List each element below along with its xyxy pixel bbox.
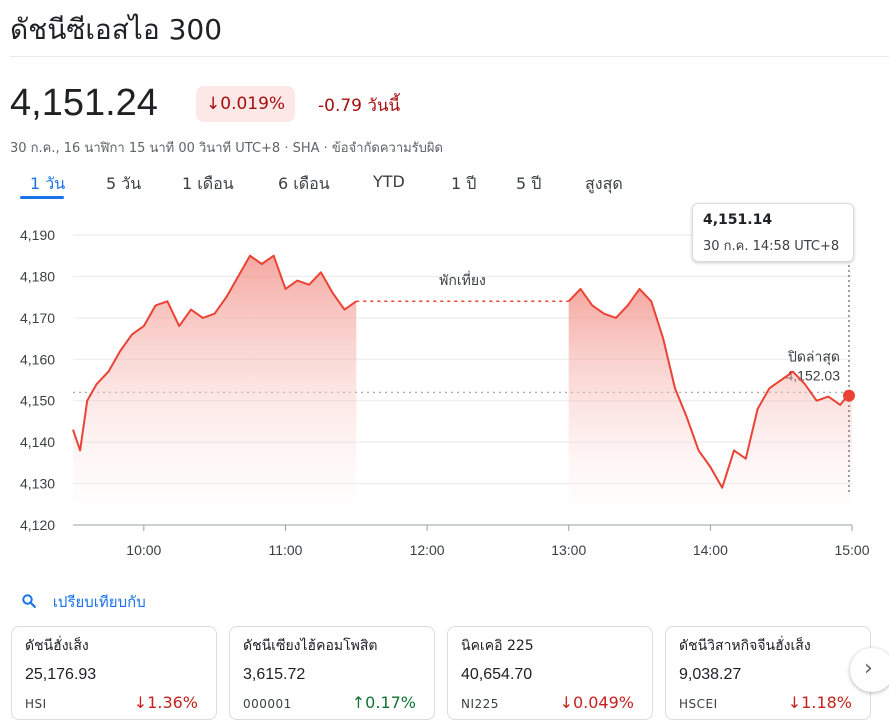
morning-series-line	[72, 254, 357, 452]
x-tick-label: 14:00	[693, 542, 728, 558]
card-change-value: 0.17%	[365, 693, 416, 712]
y-tick-label: 4,120	[20, 517, 55, 533]
afternoon-series-area	[568, 288, 852, 525]
quote-meta: 30 ก.ค., 16 นาฬิกา 15 นาที 00 วินาที UTC…	[10, 141, 443, 156]
tab-max[interactable]: สูงสุด	[585, 174, 623, 193]
card-name: ดัชนีฮั่งเส็ง	[25, 638, 89, 654]
y-tick-label: 4,140	[20, 434, 55, 450]
tooltip-time: 30 ก.ค. 14:58 UTC+8	[703, 239, 840, 254]
current-price: 4,151.24	[10, 82, 158, 124]
tab-5-year[interactable]: 5 ปี	[516, 174, 542, 193]
arrow-down-icon: ↓	[787, 693, 802, 712]
x-tick-label: 13:00	[551, 542, 586, 558]
card-change-value: 1.18%	[801, 693, 852, 712]
card-name: ดัชนีเซียงไฮ้คอมโพสิต	[243, 638, 378, 654]
tab-5-day[interactable]: 5 วัน	[106, 174, 142, 193]
x-tick-label: 10:00	[126, 542, 161, 558]
chevron-right-icon: ›	[864, 656, 873, 681]
y-tick-label: 4,130	[20, 476, 55, 492]
tab-1-month[interactable]: 1 เดือน	[182, 174, 234, 193]
tooltip-value: 4,151.14	[703, 212, 773, 228]
card-change: ↓1.36%	[134, 693, 198, 712]
change-abs: -0.79 วันนี้	[318, 96, 401, 116]
card-symbol: HSCEI	[679, 697, 718, 711]
card-change-value: 1.36%	[147, 693, 198, 712]
y-tick-label: 4,160	[20, 351, 55, 367]
card-change: ↓0.049%	[560, 693, 634, 712]
y-tick-label: 4,180	[20, 268, 55, 284]
card-value: 9,038.27	[679, 666, 742, 683]
lunch-break-label: พักเที่ยง	[439, 271, 486, 288]
afternoon-series-line	[567, 287, 853, 489]
card-value: 40,654.70	[461, 666, 533, 683]
card-value: 3,615.72	[243, 666, 306, 683]
search-icon	[22, 593, 40, 611]
morning-series-area	[73, 255, 357, 525]
card-change: ↑0.17%	[352, 693, 416, 712]
price-chart[interactable]: 4,120 4,130 4,140 4,150 4,160 4,170 4,180 4,190…	[0, 200, 889, 570]
compare-card-hscei[interactable]: ดัชนีวิสาหกิจจีนฮั่งเส็ง 9,038.27 HSCEI …	[665, 626, 871, 720]
change-pct: 0.019%	[220, 94, 286, 114]
arrow-up-icon: ↑	[351, 693, 366, 712]
card-symbol: 000001	[243, 697, 292, 711]
last-price-point	[843, 389, 855, 402]
x-tick-label: 12:00	[410, 542, 445, 558]
y-tick-label: 4,170	[20, 310, 55, 326]
chart-tooltip: 4,151.14 30 ก.ค. 14:58 UTC+8	[692, 203, 854, 262]
card-name: นิคเคอิ 225	[461, 638, 534, 654]
compare-label: เปรียบเทียบกับ	[52, 593, 146, 611]
arrow-down-icon: ↓	[559, 693, 573, 712]
tab-ytd[interactable]: YTD	[373, 172, 405, 191]
page-title: ดัชนีซีเอสไอ 300	[10, 13, 223, 46]
change-pct-badge: ↓0.019%	[196, 86, 296, 122]
active-tab-indicator	[20, 196, 64, 199]
card-symbol: HSI	[25, 697, 47, 711]
card-value: 25,176.93	[25, 666, 97, 683]
tab-1-day[interactable]: 1 วัน	[30, 174, 66, 193]
tab-6-month[interactable]: 6 เดือน	[278, 174, 330, 193]
card-symbol: NI225	[461, 697, 499, 711]
previous-close-label: ปิดล่าสุด	[787, 348, 840, 365]
y-tick-label: 4,150	[20, 393, 55, 409]
x-tick-label: 15:00	[834, 542, 869, 558]
x-tick-label: 11:00	[268, 542, 302, 558]
y-tick-label: 4,190	[20, 227, 55, 243]
arrow-down-icon: ↓	[206, 94, 221, 114]
tab-1-year[interactable]: 1 ปี	[451, 174, 477, 193]
card-change: ↓1.18%	[788, 693, 852, 712]
compare-button[interactable]: เปรียบเทียบกับ	[22, 590, 146, 614]
next-cards-button[interactable]: ›	[850, 648, 889, 692]
compare-card-ni225[interactable]: นิคเคอิ 225 40,654.70 NI225 ↓0.049%	[447, 626, 653, 720]
arrow-down-icon: ↓	[133, 693, 148, 712]
compare-card-000001[interactable]: ดัชนีเซียงไฮ้คอมโพสิต 3,615.72 000001 ↑0…	[229, 626, 435, 720]
card-change-value: 0.049%	[572, 693, 634, 712]
compare-card-hsi[interactable]: ดัชนีฮั่งเส็ง 25,176.93 HSI ↓1.36%	[11, 626, 217, 720]
card-name: ดัชนีวิสาหกิจจีนฮั่งเส็ง	[679, 638, 811, 654]
title-divider	[10, 56, 889, 57]
